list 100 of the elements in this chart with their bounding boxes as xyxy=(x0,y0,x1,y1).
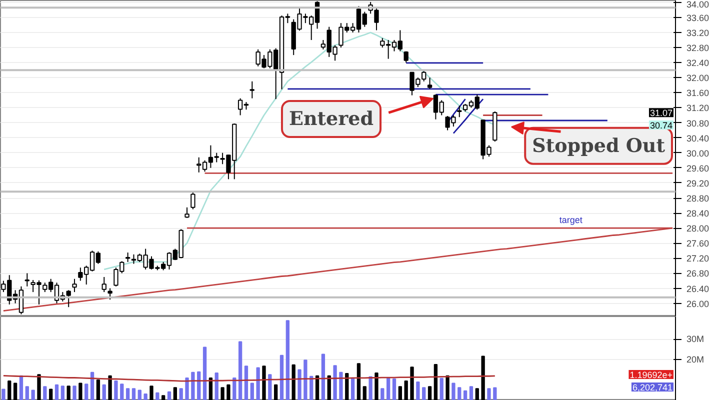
bar xyxy=(493,387,497,400)
bar xyxy=(2,388,6,400)
bar xyxy=(37,374,41,400)
candlestick xyxy=(457,105,462,118)
candlestick xyxy=(108,288,112,300)
candlestick xyxy=(190,192,196,210)
bar xyxy=(280,354,284,400)
bar xyxy=(368,376,372,400)
bar xyxy=(120,384,124,400)
bar xyxy=(380,388,384,400)
bar xyxy=(304,360,308,400)
bar xyxy=(274,384,278,400)
bar xyxy=(362,386,366,400)
y-tick-label: 31.60 xyxy=(686,88,710,98)
bar xyxy=(179,388,183,400)
bar xyxy=(72,386,76,400)
bar xyxy=(185,377,189,400)
y-tick-label: 26.80 xyxy=(686,268,710,279)
bar xyxy=(197,371,201,400)
bar xyxy=(208,377,213,400)
bar xyxy=(416,382,420,400)
bar xyxy=(31,390,35,400)
y-tick-label: 30.00 xyxy=(686,148,710,158)
bar xyxy=(256,367,260,400)
bar xyxy=(440,378,444,400)
bar xyxy=(345,372,349,400)
bar xyxy=(102,384,106,400)
bar xyxy=(13,382,18,400)
bar xyxy=(350,378,355,400)
annotation: 31.07 xyxy=(650,108,673,118)
y-tick-label: 27.20 xyxy=(686,254,710,264)
bar xyxy=(25,386,29,400)
bar xyxy=(262,366,266,400)
annotation: Stopped Out xyxy=(532,134,666,157)
bar xyxy=(475,388,479,400)
y-tick-label: 30.80 xyxy=(686,118,710,128)
y-tick-label: 26.40 xyxy=(686,284,710,294)
bar xyxy=(404,380,408,400)
bar xyxy=(356,363,361,400)
bar xyxy=(60,386,65,400)
candlestick xyxy=(72,278,77,293)
bar xyxy=(167,391,172,400)
candlestick xyxy=(24,272,30,287)
bar xyxy=(90,372,94,400)
y-tick-label: 29.60 xyxy=(686,163,710,174)
bar xyxy=(138,390,142,400)
y-tick-label: 20M xyxy=(686,354,704,365)
bar xyxy=(8,380,12,400)
bar xyxy=(458,387,462,400)
bar xyxy=(386,378,390,400)
y-tick-label: 30.40 xyxy=(686,133,710,144)
bar xyxy=(463,390,468,400)
bar xyxy=(315,375,320,400)
candlestick xyxy=(250,80,254,99)
bar xyxy=(452,382,456,400)
candlestick xyxy=(125,252,130,262)
y-tick-label: 28.80 xyxy=(686,194,710,204)
bar xyxy=(298,369,302,400)
bar xyxy=(422,387,426,400)
bar xyxy=(156,392,160,400)
candlestick xyxy=(102,276,106,293)
bar xyxy=(66,386,70,400)
y-tick-label: 29.20 xyxy=(686,178,710,188)
annotation: 6,202,741 xyxy=(632,382,673,393)
bar xyxy=(96,380,100,400)
y-tick-label: 32.40 xyxy=(686,58,710,68)
bar xyxy=(78,382,82,400)
bar xyxy=(48,388,53,400)
bar xyxy=(220,387,224,400)
bar xyxy=(126,388,130,400)
annotation: 1.19692e+ xyxy=(630,370,673,380)
y-tick-label: 31.20 xyxy=(686,103,710,114)
bar xyxy=(238,341,242,400)
y-tick-label: 33.20 xyxy=(686,28,710,38)
bar xyxy=(286,320,290,400)
candlestick xyxy=(184,206,190,218)
annotation: target xyxy=(559,215,583,226)
bar xyxy=(232,377,236,400)
y-tick-label: 32.80 xyxy=(686,43,710,54)
annotation: Entered xyxy=(288,108,374,130)
bar xyxy=(43,386,47,400)
y-tick-label: 32.00 xyxy=(686,73,710,84)
bar xyxy=(144,393,148,400)
bar xyxy=(339,372,343,400)
bar xyxy=(446,375,450,400)
bar xyxy=(244,366,248,400)
bar xyxy=(150,386,154,400)
bar xyxy=(114,380,118,400)
bar xyxy=(310,376,314,400)
bar xyxy=(132,388,136,400)
candlestick xyxy=(427,77,432,90)
bar xyxy=(428,386,432,400)
annotation: 30.74 xyxy=(650,120,673,131)
bar xyxy=(410,366,414,400)
bar xyxy=(469,386,474,400)
y-tick-label: 26.00 xyxy=(686,298,710,309)
y-tick-label: 34.00 xyxy=(686,0,710,10)
bar xyxy=(374,372,378,400)
bar xyxy=(398,386,402,400)
bar xyxy=(226,384,230,400)
